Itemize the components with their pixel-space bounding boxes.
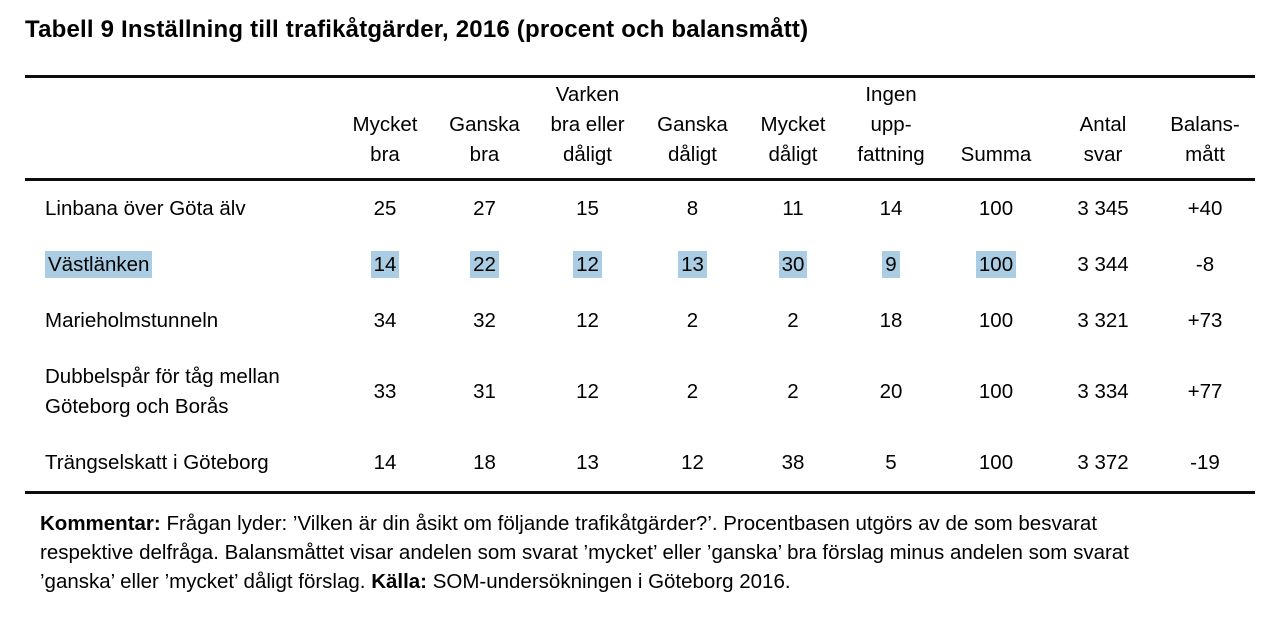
cell-value: 3 334 (1077, 380, 1129, 403)
cell-value: 14 (879, 197, 903, 220)
source-label: Källa: (371, 570, 428, 593)
cell-value: 11 (782, 197, 804, 220)
cell-value-highlighted: 9 (882, 251, 900, 278)
traffic-measures-table: Mycket bra Ganska bra Varken bra eller d… (25, 75, 1255, 494)
cell-value: 12 (681, 451, 704, 474)
cell-value-highlighted: 12 (573, 251, 602, 278)
cell-value: 100 (978, 380, 1014, 403)
column-header-label (25, 76, 336, 181)
cell-value: 31 (473, 380, 496, 403)
cell-value: +73 (1187, 309, 1223, 332)
comment-body: Frågan lyder: ’Vilken är din åsikt om fö… (40, 512, 1129, 593)
cell-value: -19 (1190, 451, 1220, 474)
cell-value-highlighted: 14 (370, 251, 400, 278)
table-row-dubbelspar: Dubbelspår för tåg mellan Göteborg och B… (25, 349, 1255, 435)
column-header-varken-bra-eller-daligt: Varken bra eller dåligt (535, 76, 640, 181)
cell-value: 3 321 (1077, 309, 1129, 332)
cell-value: 27 (473, 197, 496, 220)
header-row: Mycket bra Ganska bra Varken bra eller d… (25, 76, 1255, 181)
cell-value: 33 (373, 380, 397, 403)
cell-value-highlighted: 100 (975, 251, 1017, 278)
cell-value: 3 345 (1077, 197, 1129, 220)
cell-value: 100 (978, 451, 1014, 474)
cell-value: 14 (373, 451, 397, 474)
table-row-marieholmstunneln: Marieholmstunneln 34 32 12 2 2 18 100 3 … (25, 293, 1255, 349)
column-header-ganska-daligt: Ganska dåligt (640, 76, 745, 181)
source-text: SOM-undersökningen i Göteborg 2016. (427, 570, 791, 593)
table-row-trangselskatt: Trängselskatt i Göteborg 14 18 13 12 38 … (25, 435, 1255, 493)
cell-value: 34 (373, 309, 397, 332)
cell-value: 2 (686, 309, 699, 332)
cell-value: 3 372 (1077, 451, 1129, 474)
row-label: Dubbelspår för tåg mellan Göteborg och B… (45, 365, 280, 418)
column-header-balansmatt: Balans- mått (1155, 76, 1255, 181)
row-label-highlighted: Västlänken (45, 251, 153, 278)
cell-value: 12 (576, 380, 599, 403)
cell-value: 12 (576, 309, 599, 332)
cell-value-highlighted: 30 (778, 251, 808, 278)
cell-value: +77 (1187, 380, 1223, 403)
cell-value: 100 (978, 309, 1014, 332)
row-label: Marieholmstunneln (45, 309, 219, 332)
cell-value: 2 (787, 380, 799, 403)
cell-value: -8 (1195, 253, 1215, 276)
column-header-ingen-uppfattning: Ingen upp- fattning (841, 76, 941, 181)
cell-value: 38 (781, 451, 805, 474)
cell-value-highlighted: 22 (470, 251, 499, 278)
column-header-summa: Summa (941, 76, 1051, 181)
document-page: Tabell 9 Inställning till trafikåtgärder… (0, 16, 1280, 625)
cell-value-highlighted: 13 (678, 251, 707, 278)
cell-value: 5 (885, 451, 897, 474)
cell-value: 32 (473, 309, 496, 332)
table-title: Tabell 9 Inställning till trafikåtgärder… (25, 16, 809, 43)
cell-value: 18 (879, 309, 903, 332)
cell-value: 2 (787, 309, 799, 332)
cell-value: 2 (686, 380, 699, 403)
column-header-mycket-bra: Mycket bra (336, 76, 434, 181)
table-row-linbana: Linbana över Göta älv 25 27 15 8 11 14 1… (25, 180, 1255, 238)
column-header-antal-svar: Antal svar (1051, 76, 1155, 181)
row-label: Trängselskatt i Göteborg (45, 451, 269, 474)
cell-value: 8 (686, 197, 699, 220)
table-body: Linbana över Göta älv 25 27 15 8 11 14 1… (25, 180, 1255, 493)
cell-value: 15 (576, 197, 599, 220)
row-label: Linbana över Göta älv (45, 197, 246, 220)
cell-value: 20 (879, 380, 903, 403)
cell-value: 3 344 (1077, 253, 1129, 276)
cell-value: 25 (373, 197, 397, 220)
comment-text: Kommentar: Frågan lyder: ’Vilken är din … (40, 509, 1245, 596)
cell-value: +40 (1187, 197, 1223, 220)
cell-value: 13 (576, 451, 599, 474)
comment-label: Kommentar: (40, 512, 161, 535)
table-row-vastlanken: Västlänken 14 22 12 13 30 9 100 3 344 -8 (25, 237, 1255, 293)
cell-value: 100 (978, 197, 1014, 220)
column-header-mycket-daligt: Mycket dåligt (745, 76, 841, 181)
cell-value: 18 (473, 451, 496, 474)
table-header: Mycket bra Ganska bra Varken bra eller d… (25, 76, 1255, 181)
column-header-ganska-bra: Ganska bra (434, 76, 535, 181)
